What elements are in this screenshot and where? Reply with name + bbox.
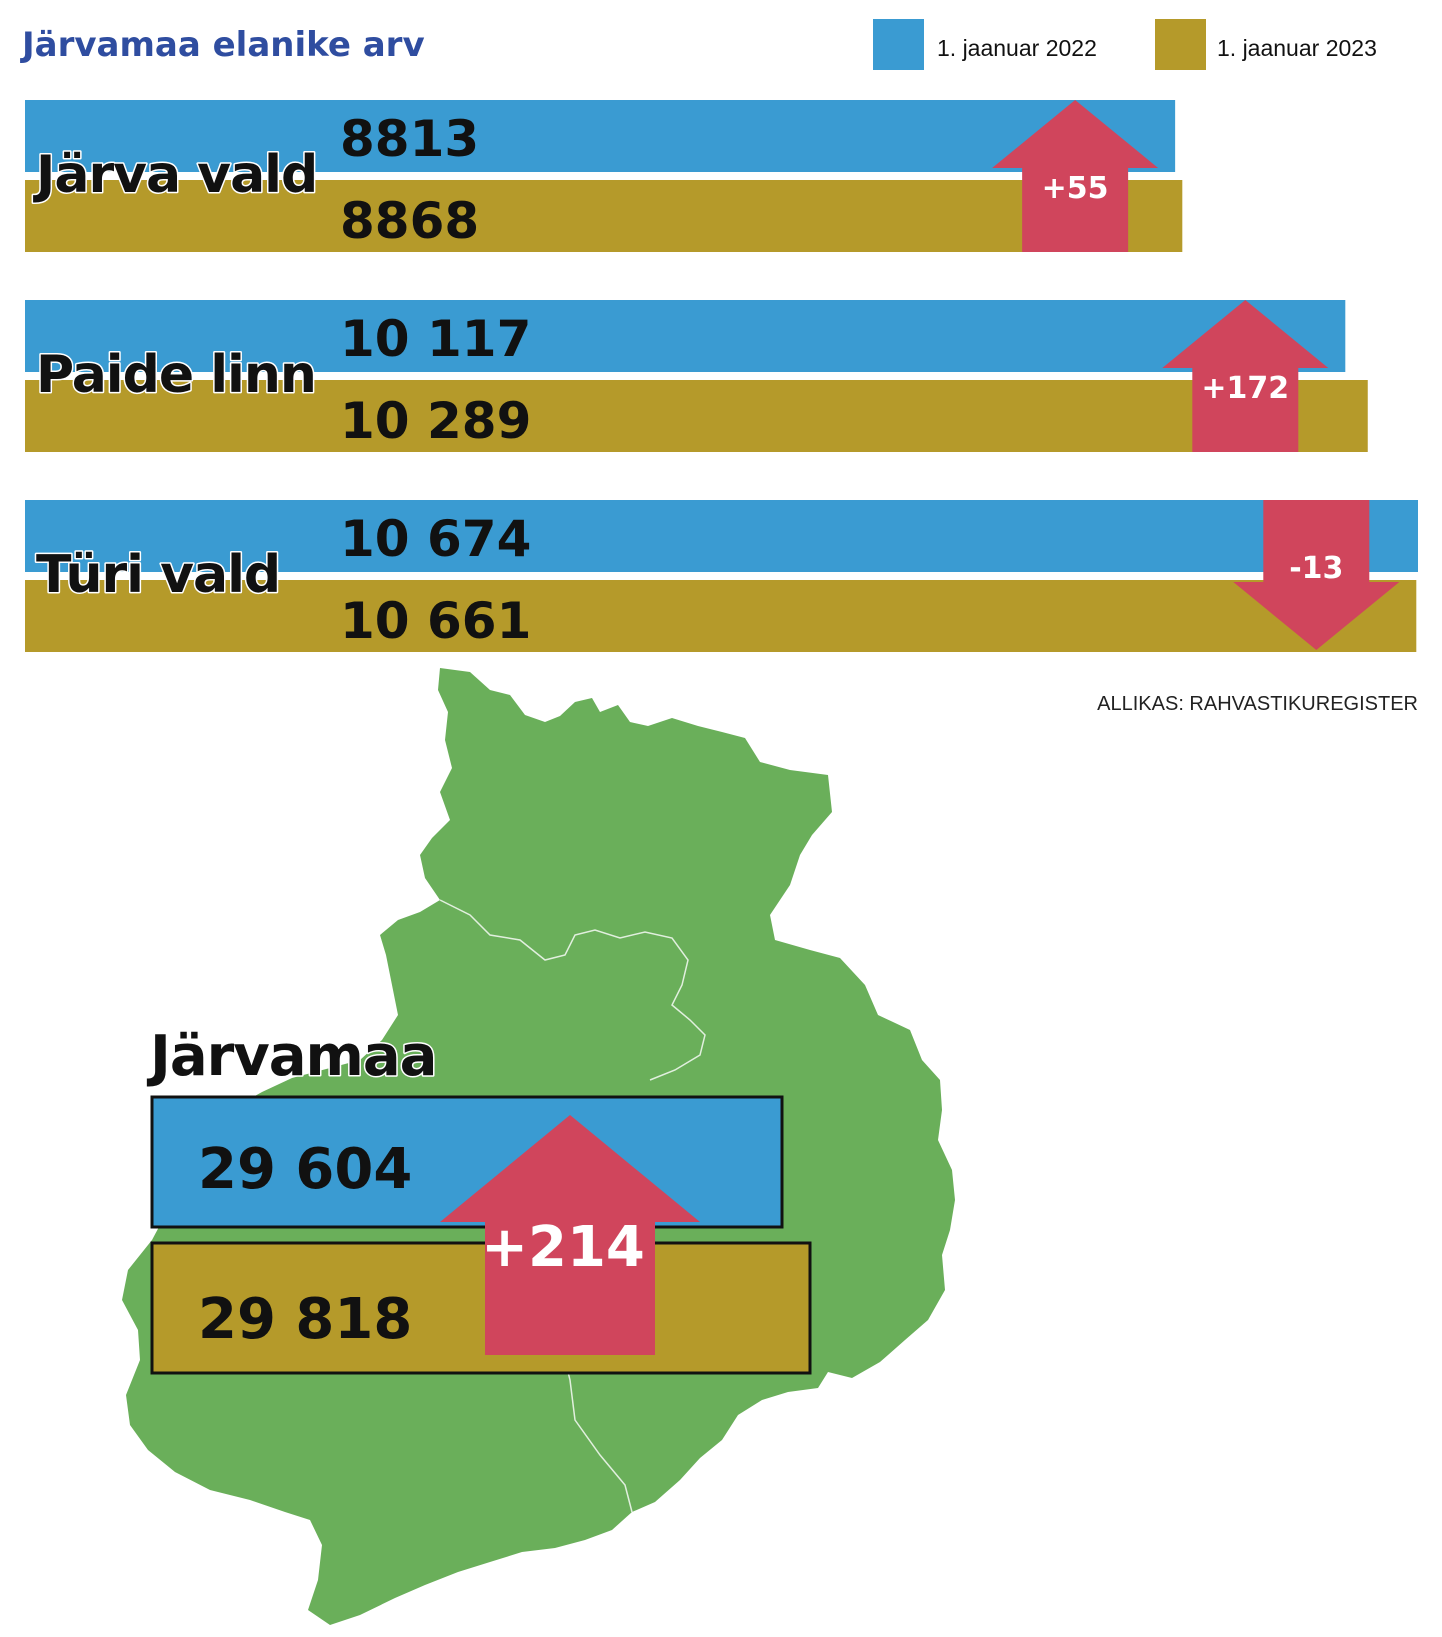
change-arrow-up (1162, 300, 1329, 452)
legend-swatch-2023 (1155, 19, 1206, 70)
total-value-label-2022: 29 604 (198, 1137, 412, 1202)
value-label-2022: 10 674 (340, 510, 531, 568)
legend-label-2023: 1. jaanuar 2023 (1217, 35, 1377, 61)
bar-2023 (25, 180, 1183, 252)
change-label: +172 (1201, 371, 1289, 406)
municipality-bars: +55 8813 8868 Järva vald +172 10 117 10 289 Pai… (25, 100, 1418, 652)
value-label-2022: 8813 (340, 110, 479, 168)
change-label: +55 (1042, 171, 1109, 206)
change-label: -13 (1289, 551, 1343, 586)
value-label-2023: 8868 (340, 192, 479, 250)
category-label: Paide linn (36, 345, 316, 405)
total-bar-2023 (150, 1241, 812, 1375)
county-total: Järvamaa +214 29 604 29 818 (145, 1023, 812, 1375)
bar-2022 (25, 500, 1418, 572)
map-border-line (439, 899, 706, 1081)
total-value-label-2023: 29 818 (198, 1287, 412, 1352)
total-change-label: +214 (481, 1215, 645, 1280)
bar-2022 (25, 300, 1346, 372)
chart-title: Järvamaa elanike arv (20, 25, 425, 65)
bar-2023 (25, 580, 1417, 652)
source-note: ALLIKAS: RAHVASTIKUREGISTER (1097, 693, 1418, 715)
legend: 1. jaanuar 2022 1. jaanuar 2023 (873, 19, 1377, 70)
total-change-arrow-up (440, 1115, 700, 1355)
bar-2022 (25, 100, 1176, 172)
category-label: Türi vald (36, 545, 280, 605)
legend-label-2022: 1. jaanuar 2022 (937, 35, 1097, 61)
bar-2023 (25, 380, 1368, 452)
total-category-label: Järvamaa (146, 1024, 436, 1089)
change-arrow-down (1233, 500, 1400, 650)
value-label-2023: 10 661 (340, 592, 531, 650)
legend-swatch-2022 (873, 19, 924, 70)
value-label-2022: 10 117 (340, 310, 531, 368)
change-arrow-up (992, 100, 1159, 252)
category-label: Järva vald (33, 145, 317, 205)
value-label-2023: 10 289 (340, 392, 531, 450)
